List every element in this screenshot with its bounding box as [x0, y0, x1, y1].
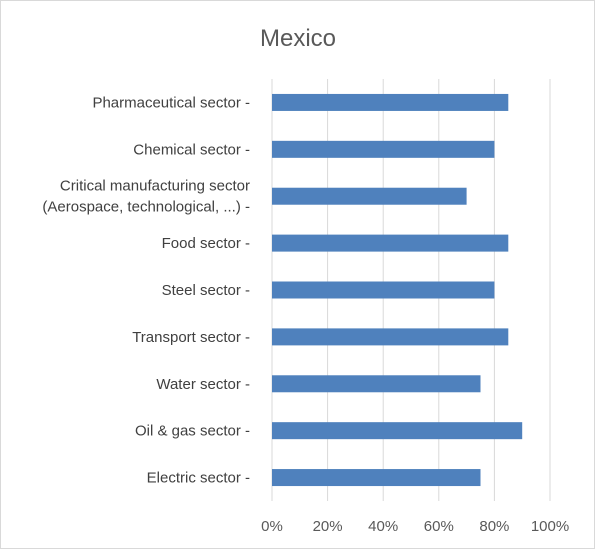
bar — [272, 422, 523, 440]
bar — [272, 187, 467, 205]
bar — [272, 93, 509, 111]
x-tick-label: 100% — [531, 518, 569, 535]
category-label: Steel sector - — [162, 282, 250, 299]
category-label: Oil & gas sector - — [135, 423, 250, 440]
category-labels: Pharmaceutical sector - Chemical sector -… — [42, 94, 250, 486]
x-tick-label: 0% — [261, 518, 283, 535]
category-label: Critical manufacturing sector — [60, 178, 250, 195]
category-label: Electric sector - — [147, 470, 250, 487]
category-label: Pharmaceutical sector - — [92, 94, 250, 111]
x-tick-label: 80% — [479, 518, 509, 535]
bar — [272, 140, 495, 158]
x-tick-label: 40% — [368, 518, 398, 535]
bar — [272, 375, 481, 393]
category-label: (Aerospace, technological, ...) - — [42, 199, 250, 216]
bar — [272, 234, 509, 252]
category-label: Water sector - — [156, 376, 250, 393]
x-tick-label: 20% — [313, 518, 343, 535]
bar — [272, 469, 481, 487]
category-label: Transport sector - — [132, 329, 250, 346]
x-axis-tick-labels: 0% 20% 40% 60% 80% 100% — [261, 518, 569, 535]
category-label: Chemical sector - — [133, 141, 250, 158]
bar — [272, 281, 495, 299]
chart-title: Mexico — [260, 25, 336, 52]
bar — [272, 328, 509, 346]
bars — [272, 93, 523, 487]
x-tick-label: 60% — [424, 518, 454, 535]
category-label: Food sector - — [162, 235, 250, 252]
